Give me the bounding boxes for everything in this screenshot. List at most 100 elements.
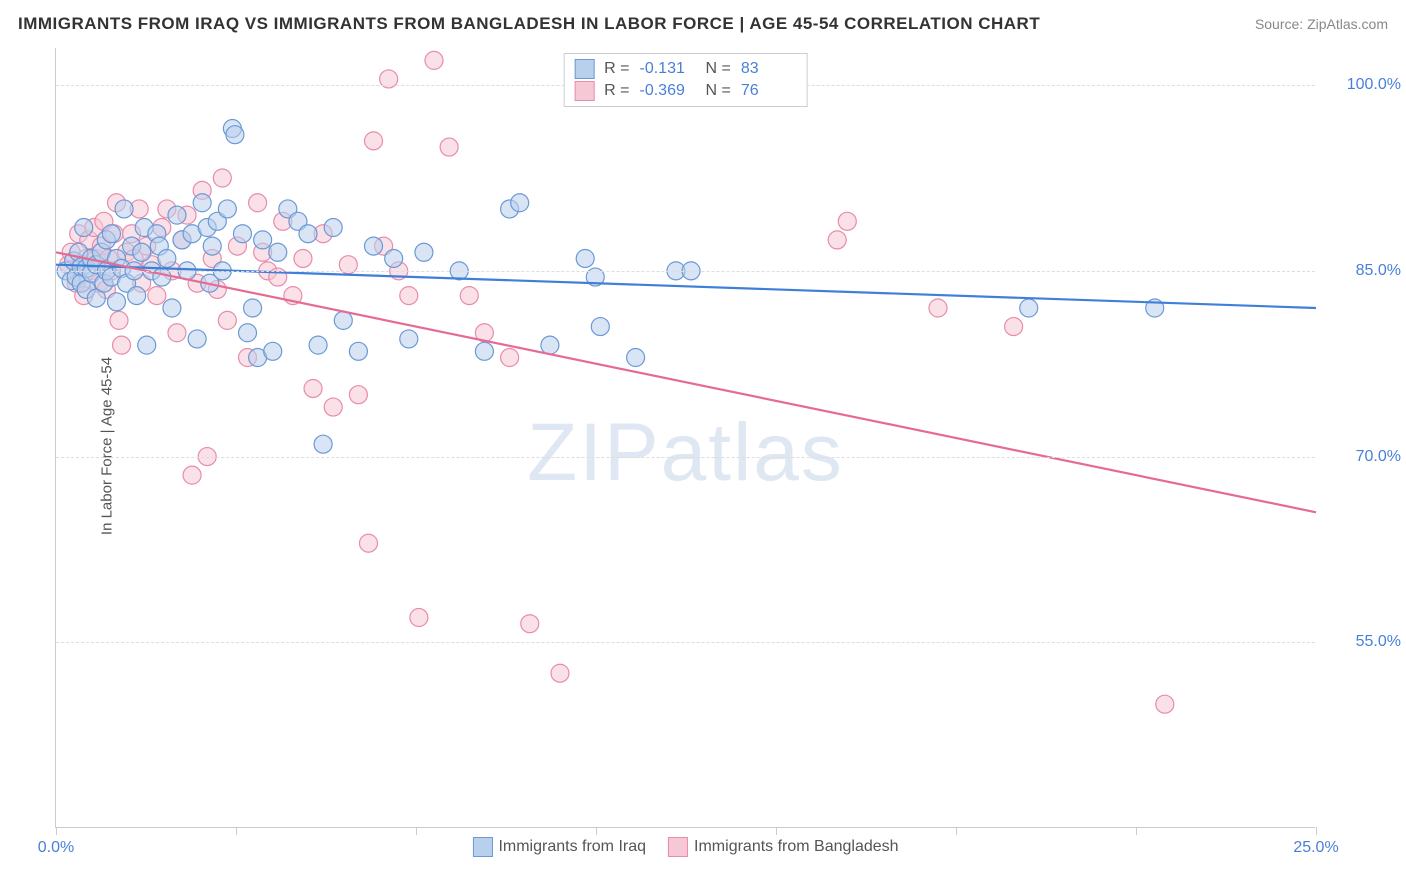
- data-point: [254, 231, 272, 249]
- data-point: [133, 243, 151, 261]
- data-point: [138, 336, 156, 354]
- data-point: [349, 386, 367, 404]
- trend-line: [56, 252, 1316, 512]
- data-point: [218, 311, 236, 329]
- data-point: [294, 249, 312, 267]
- grid-line: [56, 642, 1315, 643]
- x-tick: [1316, 827, 1317, 835]
- correlation-legend: R = -0.131 N = 83 R = -0.369 N = 76: [563, 53, 808, 107]
- chart-container: IMMIGRANTS FROM IRAQ VS IMMIGRANTS FROM …: [0, 0, 1406, 892]
- data-point: [400, 330, 418, 348]
- data-point: [128, 287, 146, 305]
- data-point: [239, 324, 257, 342]
- n-label: N =: [706, 82, 731, 100]
- data-point: [193, 194, 211, 212]
- data-point: [1005, 318, 1023, 336]
- data-point: [359, 534, 377, 552]
- legend-item-iraq: Immigrants from Iraq: [472, 837, 646, 857]
- data-point: [475, 342, 493, 360]
- data-point: [163, 299, 181, 317]
- data-point: [264, 342, 282, 360]
- data-point: [460, 287, 478, 305]
- data-point: [324, 219, 342, 237]
- data-point: [168, 324, 186, 342]
- data-point: [269, 243, 287, 261]
- x-tick: [596, 827, 597, 835]
- data-point: [113, 336, 131, 354]
- legend-swatch-iraq: [472, 837, 492, 857]
- n-label: N =: [706, 60, 731, 78]
- r-label: R =: [604, 82, 629, 100]
- data-point: [304, 379, 322, 397]
- x-tick: [776, 827, 777, 835]
- data-point: [226, 126, 244, 144]
- data-point: [551, 664, 569, 682]
- data-point: [385, 249, 403, 267]
- data-point: [425, 51, 443, 69]
- data-point: [521, 615, 539, 633]
- legend-swatch-bangladesh: [668, 837, 688, 857]
- x-tick: [416, 827, 417, 835]
- data-point: [107, 293, 125, 311]
- data-point: [334, 311, 352, 329]
- data-point: [233, 225, 251, 243]
- data-point: [511, 194, 529, 212]
- plot-area: ZIPatlas R = -0.131 N = 83 R = -0.369 N …: [55, 48, 1315, 828]
- data-point: [203, 237, 221, 255]
- data-point: [324, 398, 342, 416]
- data-point: [828, 231, 846, 249]
- data-point: [299, 225, 317, 243]
- y-tick-label: 55.0%: [1356, 633, 1401, 651]
- data-point: [541, 336, 559, 354]
- data-point: [410, 609, 428, 627]
- data-point: [501, 349, 519, 367]
- data-point: [400, 287, 418, 305]
- y-tick-label: 85.0%: [1356, 262, 1401, 280]
- data-point: [218, 200, 236, 218]
- chart-title: IMMIGRANTS FROM IRAQ VS IMMIGRANTS FROM …: [18, 14, 1040, 34]
- n-value-2: 76: [741, 82, 797, 100]
- data-point: [168, 206, 186, 224]
- series-legend: Immigrants from Iraq Immigrants from Ban…: [472, 837, 898, 857]
- data-point: [158, 249, 176, 267]
- grid-line: [56, 457, 1315, 458]
- n-value-1: 83: [741, 60, 797, 78]
- y-tick-label: 70.0%: [1356, 448, 1401, 466]
- data-point: [249, 194, 267, 212]
- x-tick-label: 25.0%: [1293, 839, 1338, 857]
- data-point: [440, 138, 458, 156]
- title-bar: IMMIGRANTS FROM IRAQ VS IMMIGRANTS FROM …: [18, 14, 1388, 34]
- x-tick: [56, 827, 57, 835]
- data-point: [349, 342, 367, 360]
- x-tick: [956, 827, 957, 835]
- data-point: [244, 299, 262, 317]
- data-point: [213, 169, 231, 187]
- data-point: [591, 318, 609, 336]
- data-point: [365, 237, 383, 255]
- r-value-2: -0.369: [640, 82, 696, 100]
- x-tick: [1136, 827, 1137, 835]
- x-tick-label: 0.0%: [38, 839, 74, 857]
- x-tick: [236, 827, 237, 835]
- legend-swatch-iraq: [574, 59, 594, 79]
- data-point: [188, 330, 206, 348]
- r-label: R =: [604, 60, 629, 78]
- legend-label-bangladesh: Immigrants from Bangladesh: [694, 838, 899, 856]
- legend-label-iraq: Immigrants from Iraq: [498, 838, 646, 856]
- correlation-row-2: R = -0.369 N = 76: [574, 80, 797, 102]
- data-point: [75, 219, 93, 237]
- r-value-1: -0.131: [640, 60, 696, 78]
- data-point: [183, 466, 201, 484]
- correlation-row-1: R = -0.131 N = 83: [574, 58, 797, 80]
- data-point: [838, 212, 856, 230]
- data-point: [1156, 695, 1174, 713]
- source-label: Source: ZipAtlas.com: [1255, 16, 1388, 32]
- data-point: [415, 243, 433, 261]
- data-point: [115, 200, 133, 218]
- data-point: [314, 435, 332, 453]
- data-point: [365, 132, 383, 150]
- data-point: [929, 299, 947, 317]
- data-point: [576, 249, 594, 267]
- chart-svg: [56, 48, 1315, 827]
- data-point: [627, 349, 645, 367]
